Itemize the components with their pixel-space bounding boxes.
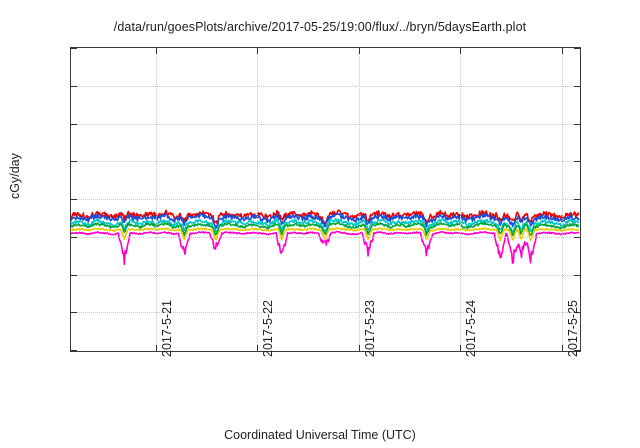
x-tick-mark	[358, 48, 360, 54]
x-tick-label: 2017-5-23	[362, 300, 377, 357]
y-tick-mark	[574, 236, 580, 238]
gridline-vertical	[460, 48, 462, 351]
chart-title: /data/run/goesPlots/archive/2017-05-25/1…	[113, 20, 527, 34]
gridline-vertical	[358, 48, 360, 351]
y-tick-mark	[574, 199, 580, 200]
y-tick-mark	[71, 350, 77, 351]
plot-area	[70, 47, 581, 352]
x-tick-label: 2017-5-25	[566, 300, 581, 357]
y-tick-mark	[71, 312, 77, 314]
data-series-layer	[70, 209, 580, 266]
x-axis-title: Coordinated Universal Time (UTC)	[224, 428, 416, 442]
x-tick-mark	[562, 48, 564, 54]
y-tick-mark	[71, 85, 77, 87]
x-tick-mark	[562, 345, 564, 351]
y-tick-mark	[71, 123, 77, 125]
series-line-blue	[70, 212, 580, 229]
gridline-horizontal	[71, 123, 580, 125]
y-tick-mark	[71, 161, 77, 163]
x-tick-label: 2017-5-24	[464, 300, 479, 357]
gridline-horizontal	[71, 312, 580, 314]
y-tick-mark	[574, 274, 580, 276]
x-tick-mark	[460, 345, 462, 351]
series-line-cyan	[70, 217, 580, 233]
x-tick-mark	[155, 48, 157, 54]
gridline-horizontal	[71, 236, 580, 238]
y-tick-mark	[574, 123, 580, 125]
gridline-horizontal	[71, 199, 580, 200]
y-tick-mark	[574, 350, 580, 351]
y-axis-title: cGy/day	[8, 153, 22, 199]
y-tick-mark	[71, 274, 77, 276]
gridline-horizontal	[71, 274, 580, 276]
y-tick-mark	[71, 236, 77, 238]
x-tick-mark	[155, 345, 157, 351]
y-tick-mark	[71, 48, 77, 49]
x-tick-mark	[460, 48, 462, 54]
y-tick-mark	[71, 199, 77, 200]
gridline-vertical	[257, 48, 259, 351]
y-tick-mark	[574, 48, 580, 49]
x-tick-mark	[358, 345, 360, 351]
x-tick-mark	[257, 48, 259, 54]
series-line-magenta	[70, 230, 580, 266]
gridline-vertical	[562, 48, 564, 351]
series-line-yellow	[70, 227, 580, 242]
gridline-horizontal	[71, 161, 580, 163]
gridline-vertical	[155, 48, 157, 351]
y-tick-mark	[574, 312, 580, 314]
gridline-horizontal	[71, 85, 580, 87]
series-line-green	[70, 221, 580, 237]
y-tick-mark	[574, 161, 580, 163]
x-tick-label: 2017-5-21	[159, 300, 174, 357]
x-tick-label: 2017-5-22	[261, 300, 276, 357]
y-tick-mark	[574, 85, 580, 87]
x-tick-mark	[257, 345, 259, 351]
